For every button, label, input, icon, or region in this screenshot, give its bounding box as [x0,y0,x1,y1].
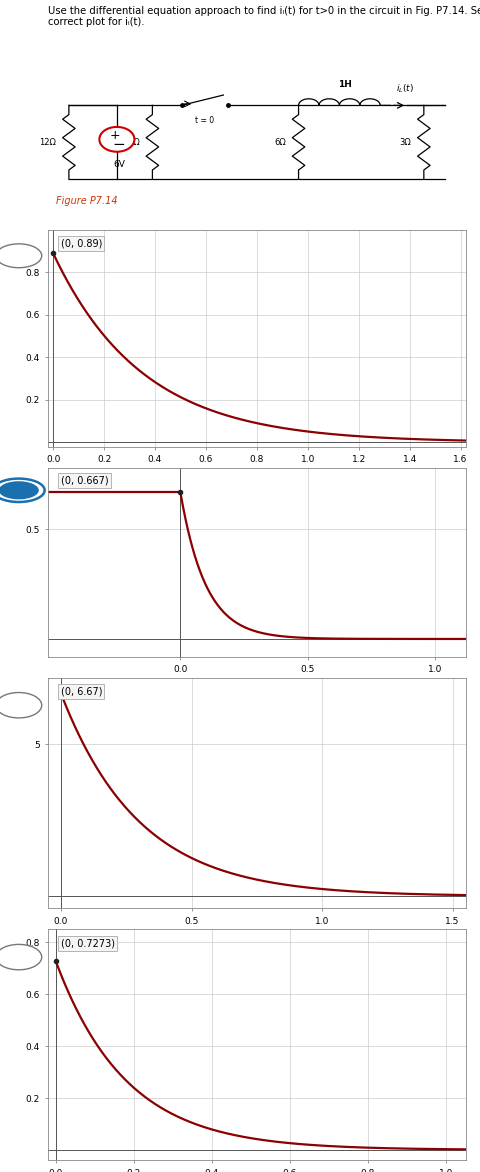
Text: 6Ω: 6Ω [128,138,140,146]
Text: Figure P7.14: Figure P7.14 [56,196,118,206]
Text: t = 0: t = 0 [195,116,214,124]
Text: (0, 0.89): (0, 0.89) [60,238,102,248]
Text: $i_L(t)$: $i_L(t)$ [396,82,414,95]
Text: 12Ω: 12Ω [39,138,56,146]
Text: 3Ω: 3Ω [399,138,411,146]
Circle shape [99,127,134,151]
Text: Use the differential equation approach to find iₗ(t) for t>0 in the circuit in F: Use the differential equation approach t… [48,6,480,27]
Text: −: − [113,137,125,152]
Text: 1H: 1H [337,80,351,89]
Text: 6Ω: 6Ω [274,138,286,146]
Text: 6V: 6V [113,161,125,169]
Text: (0, 0.7273): (0, 0.7273) [60,939,115,948]
Text: (0, 0.667): (0, 0.667) [60,475,108,485]
Text: (0, 6.67): (0, 6.67) [60,687,102,697]
Circle shape [0,482,39,499]
Text: +: + [109,129,120,142]
